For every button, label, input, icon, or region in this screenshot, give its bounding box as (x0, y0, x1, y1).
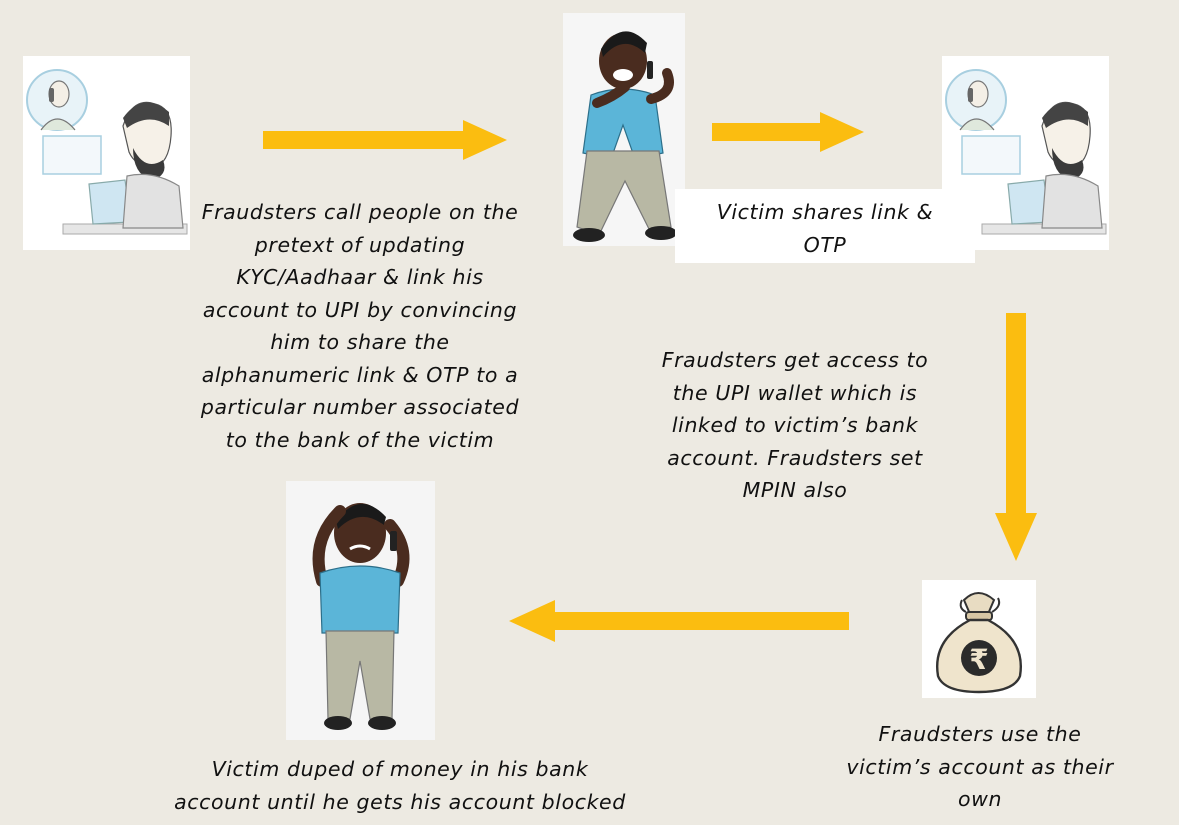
victim-on-phone-illustration (563, 13, 685, 246)
rupee-icon: ₹ (969, 643, 988, 676)
fraudster-illustration-left (23, 56, 190, 250)
step5-caption: Victim duped of money in his bank accoun… (174, 757, 626, 814)
arrow-right-2 (712, 112, 864, 152)
victim-shares-box (675, 189, 975, 263)
step2-caption: Victim shares link & OTP (716, 200, 934, 257)
arrow-left (509, 600, 849, 642)
arrow-right-1 (263, 120, 507, 160)
step4-caption: Fraudsters use the victim’s account as t… (846, 722, 1114, 811)
step1-caption: Fraudsters call people on the pretext of… (200, 200, 520, 452)
arrow-down (995, 313, 1037, 561)
step3-caption: Fraudsters get access to the UPI wallet … (661, 348, 929, 502)
money-bag-illustration: ₹ (922, 580, 1036, 698)
distressed-victim-illustration (286, 481, 435, 740)
